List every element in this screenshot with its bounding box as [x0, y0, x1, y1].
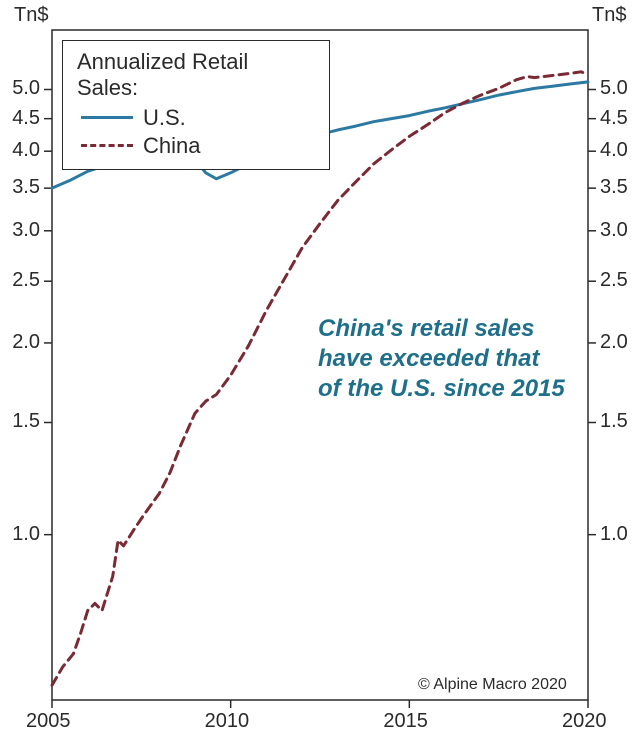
y-tick-label-left: 2.5: [12, 269, 40, 292]
y-tick-label-left: 4.0: [12, 139, 40, 162]
x-tick-label: 2005: [26, 710, 71, 733]
x-tick-label: 2015: [383, 710, 428, 733]
y-unit-right: Tn$: [592, 4, 626, 27]
y-tick-label-left: 5.0: [12, 77, 40, 100]
y-tick-label-left: 3.5: [12, 176, 40, 199]
legend-item-china: China: [77, 133, 313, 159]
legend-title: Annualized Retail Sales:: [77, 49, 313, 101]
y-tick-label-left: 4.5: [12, 107, 40, 130]
y-unit-left: Tn$: [14, 4, 48, 27]
y-tick-label-right: 2.0: [600, 331, 628, 354]
legend-swatch-us: [81, 116, 133, 121]
y-tick-label-left: 2.0: [12, 331, 40, 354]
y-tick-label-right: 5.0: [600, 77, 628, 100]
copyright: © Alpine Macro 2020: [418, 676, 567, 694]
legend: Annualized Retail Sales: U.S. China: [62, 40, 330, 170]
y-tick-label-right: 1.5: [600, 410, 628, 433]
y-tick-label-right: 4.0: [600, 139, 628, 162]
y-tick-label-right: 4.5: [600, 107, 628, 130]
chart-container: Tn$ Tn$ Annualized Retail Sales: U.S. Ch…: [0, 0, 640, 746]
legend-label-china: China: [143, 133, 200, 159]
legend-swatch-china: [81, 144, 133, 149]
legend-label-us: U.S.: [143, 105, 186, 131]
x-tick-label: 2010: [205, 710, 250, 733]
y-tick-label-right: 1.0: [600, 523, 628, 546]
y-tick-label-left: 3.0: [12, 219, 40, 242]
y-tick-label-left: 1.0: [12, 523, 40, 546]
y-tick-label-left: 1.5: [12, 410, 40, 433]
y-tick-label-right: 2.5: [600, 269, 628, 292]
y-tick-label-right: 3.0: [600, 219, 628, 242]
x-tick-label: 2020: [562, 710, 607, 733]
y-tick-label-right: 3.5: [600, 176, 628, 199]
annotation-text: China's retail sales have exceeded that …: [318, 314, 568, 404]
legend-item-us: U.S.: [77, 105, 313, 131]
